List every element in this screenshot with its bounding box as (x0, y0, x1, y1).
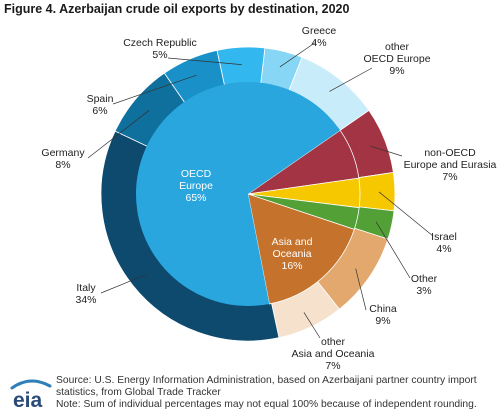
leader-line-other (375, 221, 411, 279)
source-line-1: Source: U.S. Energy Information Administ… (56, 375, 477, 386)
leader-line-china (355, 268, 367, 311)
logo-text: eia (13, 389, 43, 412)
chart-title: Figure 4. Azerbaijan crude oil exports b… (4, 2, 350, 16)
label-oecd-europe: OECD Europe 65% (179, 168, 213, 204)
inner-ring (136, 82, 361, 307)
leader-lines (87, 41, 434, 339)
source-notes: Source: U.S. Energy Information Administ… (56, 375, 477, 411)
label-non-oecd-europe-and-eurasia: non-OECD Europe and Eurasia 7% (404, 147, 497, 183)
label-china: China 9% (369, 303, 397, 327)
label-czech-republic: Czech Republic 5% (123, 37, 197, 61)
eia-logo-icon: eia (10, 379, 52, 412)
label-asia-and-oceania: Asia and Oceania 16% (272, 236, 313, 272)
label-other-oecd-europe: other OECD Europe 9% (363, 41, 430, 77)
donut-chart: OECD Europe 65% Asia and Oceania 16% Greece 4% o… (41, 25, 496, 372)
label-spain: Spain 6% (87, 93, 114, 117)
inner-slice-oecd-europe (136, 82, 341, 307)
leader-line-non-oecd-europe-and-eurasia (369, 145, 403, 157)
inner-slice-asia-and-oceania (247, 193, 355, 305)
label-other-asia-and-oceania: other Asia and Oceania 7% (292, 336, 375, 372)
leader-line-italy (100, 274, 147, 294)
label-other: Other 3% (411, 273, 438, 297)
slice-labels: OECD Europe 65% Asia and Oceania 16% Greece 4% o… (41, 25, 496, 372)
leader-line-czech-republic (167, 57, 242, 66)
label-israel: Israel 4% (431, 231, 457, 255)
leader-line-other-asia-and-oceania (303, 312, 321, 339)
label-germany: Germany 8% (41, 147, 85, 171)
label-greece: Greece 4% (302, 25, 337, 49)
leader-line-israel (378, 191, 434, 237)
source-line-2: statistics, from Global Trade Tracker (56, 387, 221, 398)
note-line: Note: Sum of individual percentages may … (56, 399, 477, 410)
leader-line-spain (112, 74, 197, 105)
leader-line-greece (279, 41, 317, 68)
label-italy: Italy 34% (75, 282, 96, 306)
leader-line-other-oecd-europe (329, 67, 373, 92)
leader-line-germany (87, 109, 150, 159)
footer: eia Source: U.S. Energy Information Admi… (0, 372, 500, 417)
